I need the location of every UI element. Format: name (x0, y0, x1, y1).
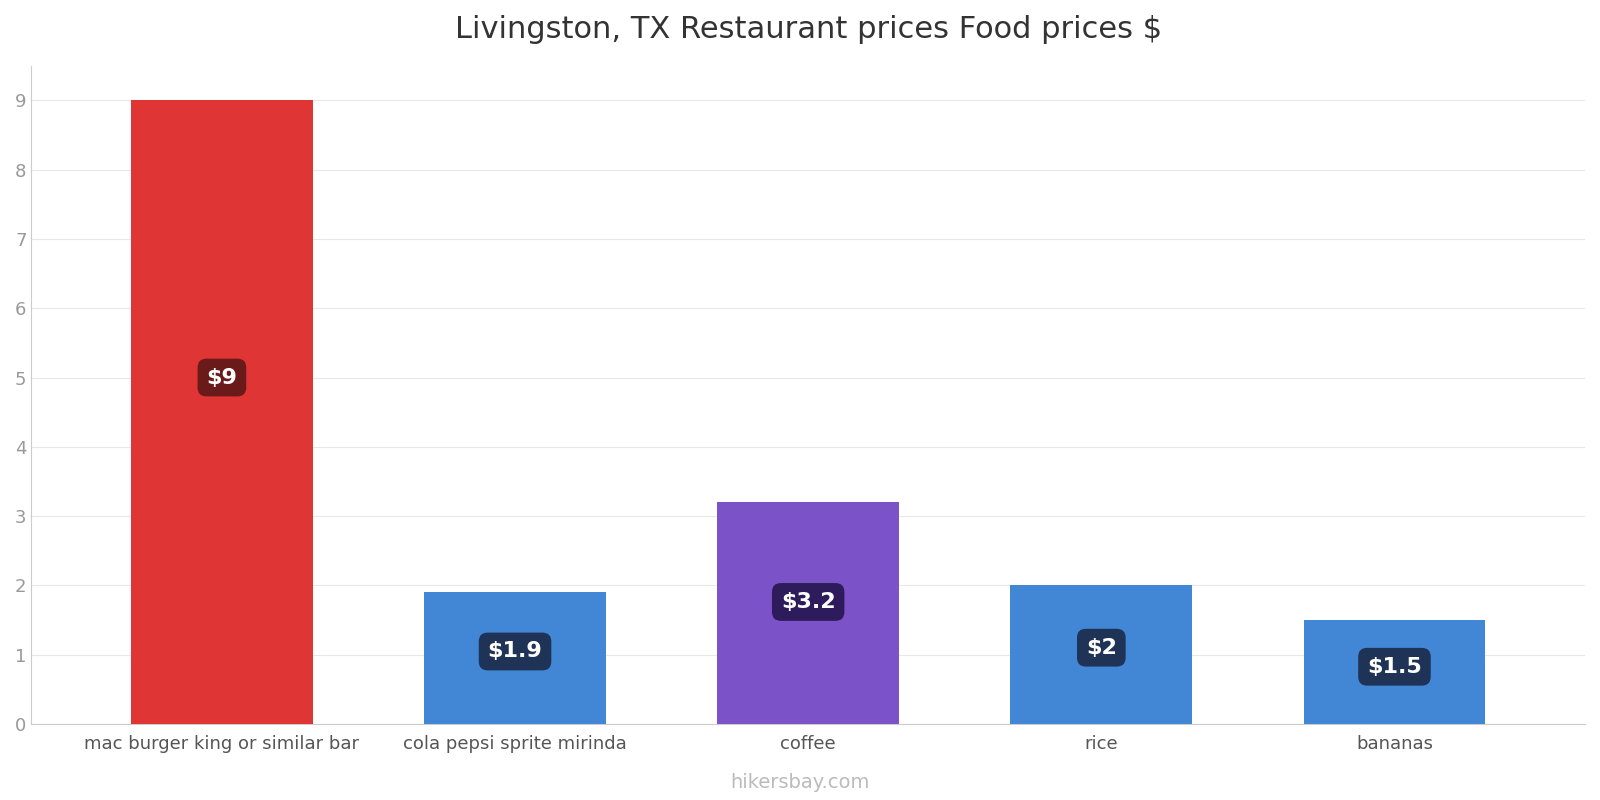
Text: hikersbay.com: hikersbay.com (730, 773, 870, 792)
Text: $9: $9 (206, 367, 237, 387)
Text: $3.2: $3.2 (781, 592, 835, 612)
Text: $2: $2 (1086, 638, 1117, 658)
Bar (424, 592, 606, 724)
Text: $1.5: $1.5 (1366, 657, 1422, 677)
Bar (717, 502, 899, 724)
Bar (1304, 620, 1485, 724)
Text: $1.9: $1.9 (488, 642, 542, 662)
Title: Livingston, TX Restaurant prices Food prices $: Livingston, TX Restaurant prices Food pr… (454, 15, 1162, 44)
Bar (131, 101, 312, 724)
Bar (1011, 586, 1192, 724)
